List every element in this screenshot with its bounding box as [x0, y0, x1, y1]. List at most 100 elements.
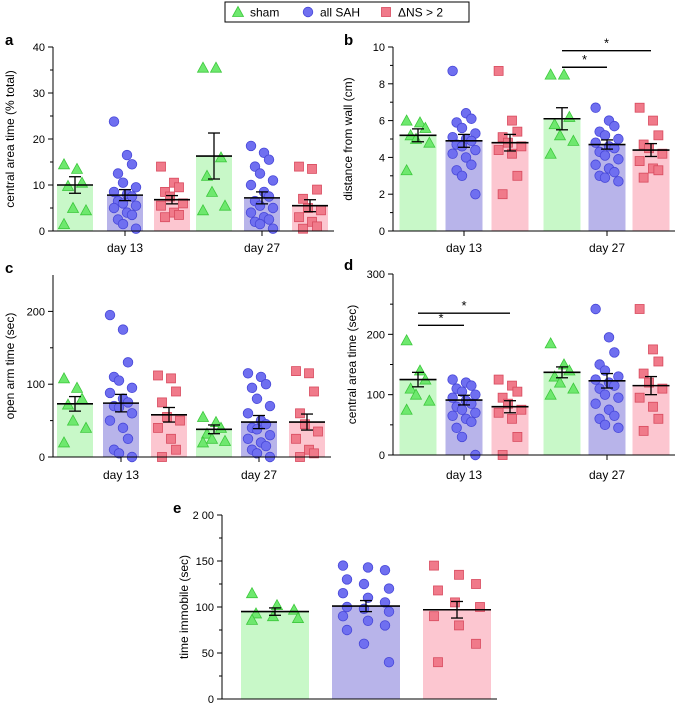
panel-a-point-sah: [126, 191, 138, 202]
panel-a-point-sah: [245, 207, 257, 218]
panel-e-point-sham: [249, 607, 263, 619]
panel-d-point-sah: [590, 303, 601, 315]
panel-a-point-sah: [267, 202, 279, 214]
panel-c-point-sham: [57, 436, 71, 448]
panel-a-point-sah: [254, 200, 266, 211]
panel-a-ytick-label: 0: [39, 226, 45, 238]
panel-a-point-sham: [200, 169, 214, 181]
panel-b-point-sah: [613, 133, 624, 145]
panel-c-point-sah: [113, 375, 125, 386]
panel-d-point-dns: [497, 392, 508, 403]
panel-b-ytick-label: 10: [373, 42, 385, 54]
panel-a-xtick-label: day 27: [244, 241, 280, 255]
panel-b-point-dns: [493, 66, 504, 76]
panel-c-letter: c: [5, 260, 13, 277]
panel-d-point-sah: [456, 386, 468, 397]
panel-e-errorbar-sah-1: [332, 599, 400, 613]
panel-d-point-sham: [400, 334, 413, 346]
panel-e-point-dns: [429, 560, 439, 571]
panel-c-point-sham: [196, 436, 210, 448]
panel-b-point-sah: [447, 65, 458, 77]
panel-b-ytick-label: 0: [379, 226, 385, 238]
panel-e-point-dns: [454, 620, 464, 631]
panel-a-ytick-label: 30: [33, 88, 45, 100]
panel-e-point-sah: [379, 597, 391, 608]
panel-b-errorbar-dns-2: [632, 142, 670, 158]
panel-c-point-sham: [70, 381, 84, 393]
panel-a-point-sah: [254, 168, 266, 179]
panel-a-point-sah: [263, 191, 275, 202]
panel-b-errorbar-dns-1: [491, 133, 529, 152]
panel-b-ytick-label: 4: [379, 152, 385, 164]
panel-a-point-dns: [294, 212, 304, 223]
panel-e-point-dns: [429, 611, 439, 622]
panel-b-xtick-label: day 13: [446, 241, 482, 255]
panel-c-point-sham: [57, 372, 71, 384]
panel-c-point-sham: [66, 414, 80, 426]
panel-b-point-sham: [557, 68, 571, 80]
panel-e-ytick-label: 0: [208, 694, 214, 706]
panel-d-point-sham: [544, 337, 557, 349]
panel-b-point-dns: [512, 170, 523, 181]
panel-d-point-sah: [456, 431, 468, 443]
panel-d-point-dns: [503, 398, 513, 409]
panel-e-ytick-label: 100: [196, 602, 214, 614]
panel-b-point-sah: [609, 166, 620, 178]
panel-b-point-sah: [470, 188, 481, 200]
panel-d-point-dns: [512, 386, 523, 397]
panel-a-point-sah: [108, 186, 120, 198]
panel-b-point-sah: [466, 159, 477, 170]
legend: sham all SAH ΔNS > 2: [224, 1, 470, 23]
panel-c-point-sah: [264, 400, 276, 412]
panel-b-letter: b: [344, 32, 353, 49]
panel-c-point-dns: [309, 448, 319, 459]
panel-c-errorbar-dns-2: [289, 413, 325, 431]
panel-b-point-sham: [553, 128, 567, 141]
panel-d-point-dns: [493, 374, 504, 385]
panel-e-point-sham: [291, 611, 305, 623]
panel-c-point-sham: [79, 421, 93, 433]
panel-d-point-dns: [507, 380, 517, 391]
panel-b-sig-star: *: [604, 36, 609, 51]
panel-b-bar-sham-1: [399, 135, 437, 231]
panel-e-point-dns: [471, 579, 481, 589]
panel-d-point-sah: [470, 407, 481, 418]
panel-e-point-sah: [383, 583, 395, 594]
panel-d-point-sah: [470, 389, 481, 400]
panel-c-xtick-label: day 13: [103, 468, 139, 482]
panel-d-point-dns: [653, 413, 664, 424]
panel-e-point-sah: [383, 606, 395, 617]
panel-b-point-dns: [512, 126, 523, 137]
panel-e-point-dns: [475, 602, 485, 612]
panel-d-point-dns: [507, 413, 517, 424]
panel-a-errorbar-sham-2: [196, 132, 232, 180]
panel-d-ytick-label: 300: [367, 269, 385, 281]
panel-b-point-sham: [544, 68, 557, 80]
panel-b-point-sah: [609, 142, 620, 154]
panel-a-point-sham: [218, 199, 232, 211]
legend-label-sah: all SAH: [320, 6, 360, 20]
panel-a-errorbar-sham-1: [57, 176, 93, 194]
panel-a: a 0 10 20 30 40 central area time (% total) day…: [3, 32, 334, 255]
panel-c-point-dns: [166, 373, 176, 384]
panel-a-point-sham: [57, 157, 71, 170]
panel-c-ylabel: open arm time (sec): [3, 313, 17, 420]
panel-c-point-sah: [260, 440, 272, 452]
panel-e-point-dns: [433, 657, 443, 668]
panel-b-errorbar-sham-2: [543, 107, 581, 131]
panel-c-errorbar-sham-2: [196, 424, 232, 435]
panel-a-point-sham: [79, 203, 93, 216]
panel-a-point-sah: [267, 223, 279, 234]
panel-c-point-sah: [242, 433, 254, 445]
panel-e-point-sah: [358, 578, 370, 590]
panel-d-point-sah: [447, 374, 458, 385]
panel-d-point-dns: [648, 344, 658, 355]
panel-a-point-sham: [209, 61, 223, 73]
panel-b-point-dns: [507, 115, 517, 126]
panel-a-letter: a: [5, 32, 14, 49]
panel-b-point-sah: [456, 170, 468, 182]
panel-a-errorbar-sah-1: [107, 188, 143, 202]
panel-e-point-sah: [379, 620, 391, 631]
panel-c-point-sah: [260, 419, 272, 430]
